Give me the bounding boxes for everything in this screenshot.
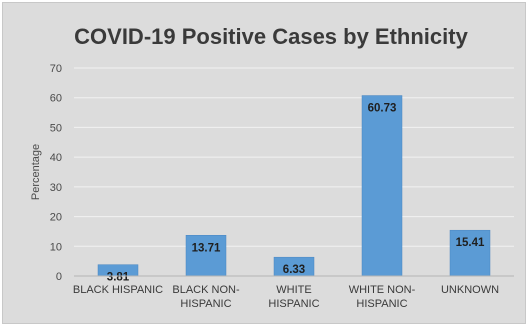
x-category-label: UNKNOWN bbox=[441, 284, 499, 296]
gridlines bbox=[74, 67, 514, 247]
data-label: 3.81 bbox=[107, 272, 130, 284]
x-axis-categories: BLACK HISPANIC BLACK NON-HISPANIC WHITE HIS… bbox=[73, 284, 499, 310]
x-category-label: BLACK NON-HISPANIC bbox=[172, 284, 240, 310]
y-tick-label: 50 bbox=[50, 122, 62, 134]
bar bbox=[361, 95, 403, 277]
data-labels: 3.81 13.71 6.33 60.73 15.41 bbox=[107, 103, 485, 284]
chart-frame bbox=[2, 2, 526, 324]
bars bbox=[97, 95, 491, 277]
y-tick-label: 0 bbox=[56, 271, 62, 283]
data-label: 6.33 bbox=[283, 264, 305, 276]
x-category-label: BLACK HISPANIC bbox=[73, 284, 163, 296]
data-label: 15.41 bbox=[456, 237, 485, 249]
y-tick-label: 40 bbox=[50, 152, 62, 164]
y-tick-label: 20 bbox=[50, 212, 62, 224]
data-label: 60.73 bbox=[368, 103, 397, 115]
bar bbox=[185, 235, 227, 277]
y-tick-label: 60 bbox=[50, 93, 62, 105]
y-tick-label: 30 bbox=[50, 182, 62, 194]
x-category-label: WHITE NON-HISPANIC bbox=[349, 284, 416, 310]
y-tick-label: 10 bbox=[50, 241, 62, 253]
x-category-label: WHITE HISPANIC bbox=[268, 284, 319, 310]
chart-title: COVID-19 Positive Cases by Ethnicity bbox=[74, 24, 468, 49]
y-axis-ticks: 0 10 20 30 40 50 60 70 bbox=[50, 63, 62, 283]
y-axis-label: Percentage bbox=[30, 144, 42, 200]
y-tick-label: 70 bbox=[50, 63, 62, 75]
data-label: 13.71 bbox=[192, 242, 221, 254]
